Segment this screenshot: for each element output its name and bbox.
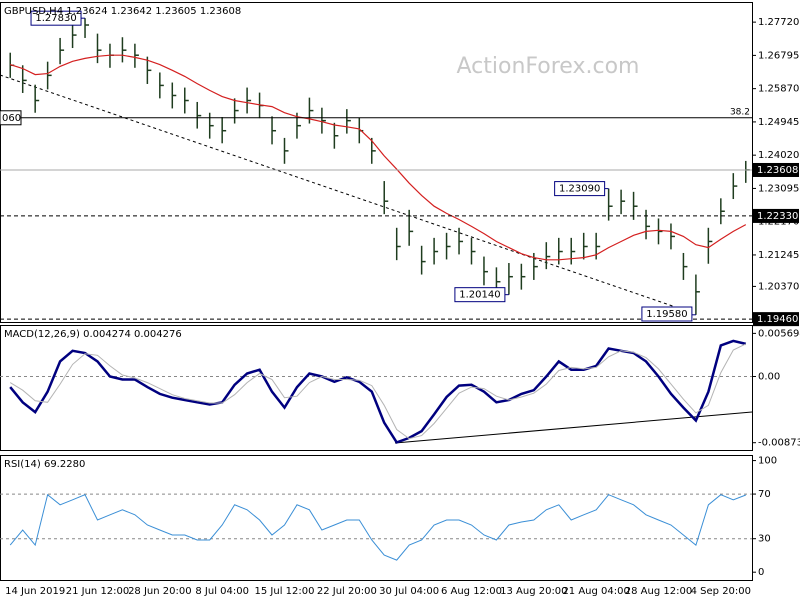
x-tick-label: 28 Aug 12:00 [625, 586, 692, 597]
x-tick-label: 22 Jul 20:00 [317, 586, 377, 597]
level-box [753, 312, 799, 327]
y-tick-label: 1.21245 [758, 250, 799, 261]
x-tick-label: 15 Jul 12:00 [255, 586, 315, 597]
level-label: 1.22330 [757, 211, 798, 222]
y-tick-label: 100 [758, 456, 777, 467]
x-tick-label: 6 Aug 12:00 [441, 586, 502, 597]
panel-title: RSI(14) 69.2280 [4, 459, 85, 470]
annotation-box [30, 10, 82, 26]
annotation-box [641, 306, 693, 322]
rsi-panel [0, 455, 753, 581]
annotation-label: 1.20140 [459, 290, 500, 301]
y-tick-label: 1.20370 [758, 281, 799, 292]
y-tick-label: 0.005694 [758, 328, 800, 339]
y-tick-label: 0.00 [758, 372, 780, 383]
last-price-box [753, 162, 799, 177]
indicator-line [9, 343, 747, 440]
panel-title: MACD(12,26,9) 0.004274 0.004276 [4, 329, 182, 340]
y-tick-label: 1.27720 [758, 17, 799, 28]
annotation-box [554, 181, 606, 197]
y-tick-label: -0.008737 [758, 438, 800, 449]
fib-price-label: 060 [2, 113, 21, 124]
last-price-label: 1.23608 [757, 165, 798, 176]
y-tick-label: 70 [758, 489, 771, 500]
y-tick-label: 30 [758, 534, 771, 545]
trend-line [0, 74, 691, 313]
indicator-line [9, 493, 746, 561]
y-tick-label: 0 [758, 567, 764, 578]
x-tick-label: 21 Jun 12:00 [66, 586, 130, 597]
fib-label: 38.2 [730, 107, 750, 117]
annotation-label: 1.27830 [35, 13, 76, 24]
macd-panel [0, 325, 753, 451]
y-tick-label: 1.23095 [758, 183, 799, 194]
panel-title: GBPUSD,H4 1.23624 1.23642 1.23605 1.2360… [4, 6, 241, 17]
y-tick-label: 1.24945 [758, 117, 799, 128]
x-tick-label: 8 Jul 04:00 [195, 586, 249, 597]
y-tick-label: 1.24020 [758, 150, 799, 161]
level-box [753, 208, 799, 223]
fib-price-box [0, 110, 22, 126]
x-tick-label: 21 Aug 04:00 [562, 586, 629, 597]
annotation-label: 1.19580 [646, 309, 687, 320]
annotation-box [454, 287, 506, 303]
y-tick-label: 1.26795 [758, 50, 799, 61]
level-label: 1.19460 [757, 314, 798, 325]
x-tick-label: 30 Jul 04:00 [379, 586, 439, 597]
moving-average [10, 54, 747, 261]
x-tick-label: 28 Jun 20:00 [128, 586, 192, 597]
watermark: ActionForex.com [457, 54, 640, 79]
x-tick-label: 4 Sep 20:00 [691, 586, 751, 597]
price-panel [0, 2, 753, 323]
y-tick-label: 1.25870 [758, 84, 799, 95]
x-tick-label: 13 Aug 20:00 [500, 586, 567, 597]
x-tick-label: 14 Jun 2019 [5, 586, 65, 597]
annotation-label: 1.23090 [559, 184, 600, 195]
